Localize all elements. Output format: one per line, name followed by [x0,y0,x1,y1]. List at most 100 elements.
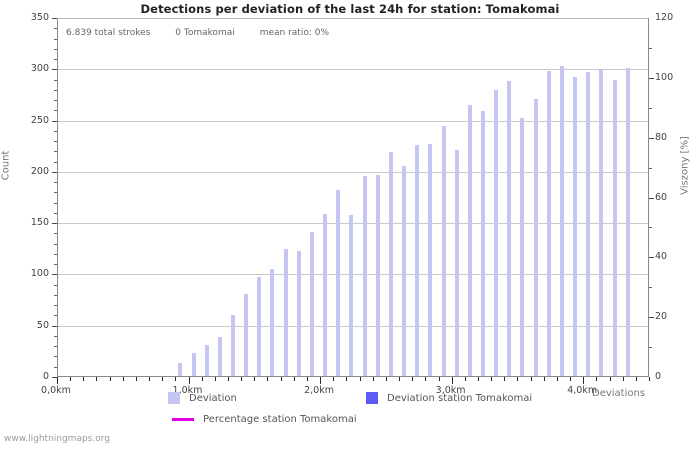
x-axis-minor-tick [306,377,308,381]
y-axis-left-tick-label: 50 [36,319,49,331]
bar [467,105,472,376]
gridline [58,120,648,122]
bar [402,165,407,376]
y-axis-right-tick-label: 60 [655,191,668,203]
x-axis-minor-tick [96,377,98,381]
y-axis-left-minor-tick [54,264,57,266]
y-axis-left-minor-tick [54,182,57,184]
bar [336,190,341,376]
bar [375,174,380,376]
y-axis-left-minor-tick [54,233,57,235]
bar [507,80,512,376]
x-axis-minor-tick [109,377,111,381]
x-axis-minor-tick [635,377,637,381]
x-axis-minor-tick [359,377,361,381]
bar [533,99,538,376]
x-axis-minor-tick [254,377,256,381]
x-axis-minor-tick [491,377,493,381]
y-axis-left-tick [52,171,57,173]
x-axis-minor-tick [570,377,572,381]
y-axis-left-minor-tick [54,356,57,358]
x-axis-minor-tick [596,377,598,381]
x-axis-tick-label: 2,0km [304,385,334,396]
bar [257,276,262,376]
y-axis-left-minor-tick [54,243,57,245]
bar [388,152,393,376]
y-axis-left-minor-tick [54,294,57,296]
y-axis-left-minor-tick [54,202,57,204]
y-axis-left-minor-tick [54,38,57,40]
annotation-station-count: 0 Tomakomai [175,28,235,38]
legend-label-percentage-station: Percentage station Tomakomai [203,414,357,425]
y-axis-left-tick-label: 350 [30,12,49,23]
x-axis-minor-tick [649,377,650,381]
y-axis-left-minor-tick [54,48,57,50]
bar [428,144,433,376]
x-axis-minor-tick [543,377,545,381]
y-axis-left-tick [52,325,57,327]
bar [283,248,288,376]
x-axis-minor-tick [214,377,216,381]
y-axis-left-tick [52,377,57,378]
y-axis-right-tick [649,137,654,139]
y-axis-left-tick [52,69,57,71]
x-axis-minor-tick [556,377,558,381]
y-axis-left-tick-label: 250 [30,114,49,126]
bar-series [58,19,648,376]
bar [323,213,328,376]
y-axis-left-minor-tick [54,130,57,132]
bar [546,71,551,376]
watermark: www.lightningmaps.org [4,434,110,444]
x-axis-minor-tick [477,377,479,381]
y-axis-left-minor-tick [54,79,57,81]
y-axis-right-tick [649,197,654,199]
x-axis-major-tick [451,377,453,384]
y-axis-left-minor-tick [54,161,57,163]
y-axis-left-minor-tick [54,110,57,112]
x-axis-label: Deviations [592,388,646,399]
y-axis-left-minor-tick [54,212,57,214]
gridline [58,171,648,173]
x-axis-minor-tick [293,377,295,381]
y-axis-right-minor-tick [649,47,652,49]
bar [559,66,564,376]
y-axis-right-tick-label: 100 [655,71,674,83]
bar [362,176,367,376]
x-axis-minor-tick [346,377,348,381]
y-axis-left-minor-tick [54,366,57,368]
y-axis-right-tick [649,257,654,259]
bar [441,125,446,376]
y-axis-left-tick-label: 200 [30,165,49,177]
x-axis-tick-label: 1,0km [172,385,203,396]
bar [191,353,196,376]
bar [270,269,275,376]
y-axis-left-minor-tick [54,335,57,337]
chart-title: Detections per deviation of the last 24h… [140,2,560,16]
y-axis-left-tick [52,120,57,122]
x-axis-minor-tick [175,377,177,381]
x-axis-minor-tick [609,377,611,381]
x-axis-major-tick [583,377,585,384]
y-axis-left-tick [52,223,57,225]
y-axis-right-tick [649,317,654,319]
x-axis-minor-tick [241,377,243,381]
x-axis-minor-tick [83,377,85,381]
bar [586,72,591,376]
bar [480,111,485,376]
x-axis-minor-tick [201,377,203,381]
y-axis-right-minor-tick [649,107,652,109]
x-axis-minor-tick [517,377,519,381]
x-axis-minor-tick [149,377,151,381]
y-axis-left-tick-label: 100 [30,268,49,280]
legend-line-percentage-station [172,418,194,421]
x-axis-major-tick [57,377,58,384]
legend-label-deviation-station: Deviation station Tomakomai [387,392,533,404]
x-axis-minor-tick [504,377,506,381]
bar [231,315,236,376]
x-axis-minor-tick [280,377,282,381]
gridline [58,69,648,71]
y-axis-left-tick-label: 150 [30,217,49,229]
y-axis-left-tick-label: 0 [42,371,49,382]
bar [520,117,525,376]
